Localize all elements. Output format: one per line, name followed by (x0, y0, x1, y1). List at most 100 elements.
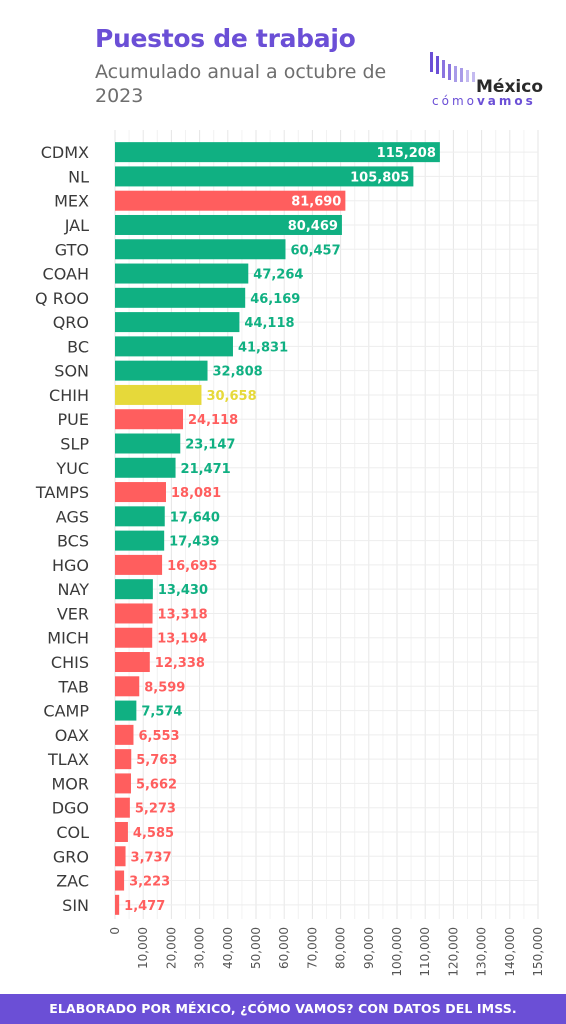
value-label: 13,194 (157, 632, 207, 647)
category-label: PUE (58, 410, 89, 429)
value-label: 12,338 (155, 656, 205, 671)
x-tick-label: 50,000 (249, 927, 263, 969)
value-label: 7,574 (141, 705, 182, 720)
logo-bars-icon (430, 52, 475, 82)
value-label: 8,599 (144, 680, 185, 695)
x-tick-label: 10,000 (136, 927, 150, 969)
value-label: 17,640 (170, 510, 220, 525)
footer-bar: ELABORADO POR MÉXICO, ¿CÓMO VAMOS? CON D… (0, 994, 566, 1024)
bar (115, 433, 181, 454)
value-label: 16,695 (167, 559, 217, 574)
x-tick-label: 130,000 (475, 927, 489, 977)
value-label: 30,658 (206, 389, 256, 404)
x-tick-label: 80,000 (334, 927, 348, 969)
x-tick-label: 30,000 (193, 927, 207, 969)
x-tick-label: 100,000 (390, 927, 404, 977)
bar (115, 384, 202, 405)
bar (115, 554, 163, 575)
bar (115, 724, 134, 745)
value-label: 60,457 (290, 243, 340, 258)
bar (115, 287, 246, 308)
category-label: VER (57, 604, 89, 623)
bar (115, 603, 153, 624)
category-label: CDMX (41, 143, 89, 162)
category-label: SLP (60, 435, 89, 454)
value-label: 3,737 (131, 850, 172, 865)
bar (115, 676, 140, 697)
logo-tagline-right: vamos (476, 94, 536, 108)
category-label: CHIH (49, 386, 89, 405)
value-label: 41,831 (238, 340, 288, 355)
x-tick-label: 120,000 (446, 927, 460, 977)
bar (115, 821, 128, 842)
bar (115, 336, 233, 357)
category-label: MOR (51, 774, 89, 793)
category-label: BC (67, 337, 89, 356)
category-label: MEX (54, 192, 89, 211)
category-label: GTO (55, 240, 89, 259)
bar (115, 239, 286, 260)
category-label: QRO (53, 313, 89, 332)
category-label: ZAC (56, 872, 89, 891)
bar (115, 142, 440, 163)
bar (115, 870, 125, 891)
mexico-como-vamos-logo: México cómovamos (428, 50, 553, 110)
value-label: 115,208 (377, 146, 436, 161)
x-tick-label: 110,000 (418, 927, 432, 977)
x-tick-label: 40,000 (221, 927, 235, 969)
value-label: 44,118 (244, 316, 294, 331)
category-label: BCS (57, 532, 89, 551)
x-tick-label: 70,000 (305, 927, 319, 969)
bar (115, 190, 346, 211)
value-label: 5,273 (135, 802, 176, 817)
category-label: NAY (58, 580, 90, 599)
value-label: 6,553 (138, 729, 179, 744)
x-tick-label: 20,000 (164, 927, 178, 969)
bar (115, 627, 153, 648)
bar (115, 579, 153, 600)
value-label: 46,169 (250, 292, 300, 307)
category-label: SON (54, 362, 89, 381)
category-label: AGS (56, 507, 89, 526)
bar (115, 214, 342, 235)
x-tick-label: 0 (108, 927, 122, 935)
bar (115, 482, 166, 503)
logo-tagline-left: cómo (432, 94, 477, 108)
category-label: Q ROO (35, 289, 89, 308)
bar (115, 312, 240, 333)
bar (115, 894, 120, 915)
category-label: TAB (58, 677, 89, 696)
category-label: DGO (52, 799, 89, 818)
bar (115, 846, 126, 867)
category-label: CHIS (51, 653, 89, 672)
category-label: SIN (62, 896, 89, 915)
logo-name: México (476, 77, 543, 97)
category-label: TAMPS (35, 483, 89, 502)
value-label: 81,690 (291, 195, 341, 210)
value-label: 32,808 (213, 365, 263, 380)
category-label: HGO (52, 556, 89, 575)
bar (115, 360, 208, 381)
bar (115, 457, 176, 478)
category-label: GRO (53, 847, 89, 866)
bar (115, 652, 150, 673)
category-label: TLAX (47, 750, 89, 769)
category-label: NL (68, 167, 89, 186)
value-label: 23,147 (185, 438, 235, 453)
bar-chart: CDMX 115,208 NL 105,805 MEX 81,690 JAL 80,469 GT… (35, 130, 545, 977)
value-label: 17,439 (169, 535, 219, 550)
category-label: JAL (64, 216, 89, 235)
bar (115, 263, 249, 284)
category-label: YUC (55, 459, 89, 478)
chart-title: Puestos de trabajo (95, 24, 356, 53)
category-label: MICH (47, 629, 89, 648)
bar (115, 530, 165, 551)
bar (115, 409, 184, 430)
value-label: 18,081 (171, 486, 221, 501)
x-tick-label: 60,000 (277, 927, 291, 969)
bar (115, 773, 131, 794)
value-label: 1,477 (124, 899, 165, 914)
chart-subtitle: Acumulado anual a octubre de 2023 (95, 61, 387, 107)
value-label: 5,763 (136, 753, 177, 768)
bar (115, 166, 414, 187)
